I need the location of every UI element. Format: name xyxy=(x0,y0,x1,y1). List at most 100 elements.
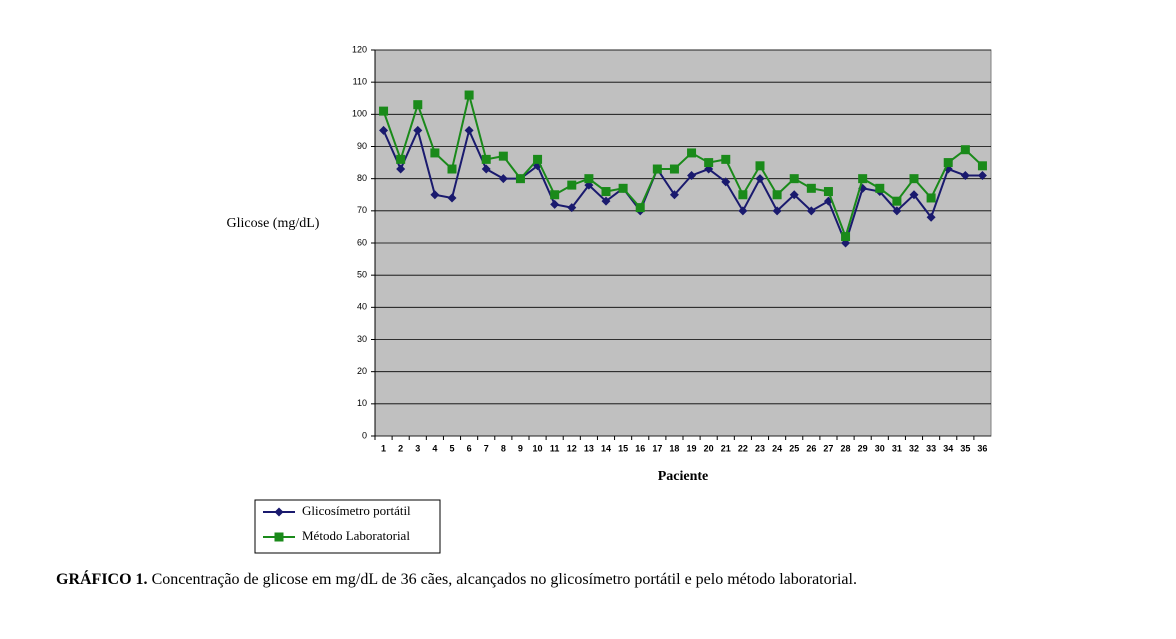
x-tick-label: 33 xyxy=(926,443,936,453)
data-point xyxy=(858,174,868,184)
data-point xyxy=(977,170,987,180)
data-point xyxy=(652,164,662,174)
data-point xyxy=(635,203,645,213)
data-point xyxy=(704,158,714,168)
x-tick-label: 14 xyxy=(601,443,611,453)
data-point xyxy=(447,164,457,174)
data-point xyxy=(806,206,816,216)
data-point xyxy=(943,158,953,168)
caption-label: GRÁFICO 1. xyxy=(56,569,148,588)
data-point xyxy=(379,106,389,116)
x-tick-label: 20 xyxy=(704,443,714,453)
y-axis-label: Glicose (mg/dL) xyxy=(227,216,320,231)
x-tick-label: 28 xyxy=(841,443,851,453)
x-tick-label: 22 xyxy=(738,443,748,453)
data-point xyxy=(567,180,577,190)
data-point xyxy=(584,174,594,184)
data-point xyxy=(481,154,491,164)
data-point xyxy=(413,100,423,110)
data-point xyxy=(550,199,560,209)
data-point xyxy=(481,164,491,174)
caption: GRÁFICO 1. Concentração de glicose em mg… xyxy=(56,569,857,588)
data-point xyxy=(413,125,423,135)
x-tick-label: 8 xyxy=(501,443,506,453)
x-tick-label: 5 xyxy=(449,443,454,453)
x-tick-label: 27 xyxy=(823,443,833,453)
data-point xyxy=(550,190,560,200)
x-tick-label: 17 xyxy=(652,443,662,453)
data-point xyxy=(755,174,765,184)
data-point xyxy=(687,170,697,180)
legend-box xyxy=(254,499,441,554)
y-tick-label: 70 xyxy=(357,205,367,215)
x-tick-label: 30 xyxy=(875,443,885,453)
x-tick-label: 11 xyxy=(550,443,560,453)
data-point xyxy=(977,161,987,171)
data-point xyxy=(772,206,782,216)
data-point xyxy=(892,196,902,206)
x-tick-label: 29 xyxy=(858,443,868,453)
data-point xyxy=(892,206,902,216)
data-point xyxy=(533,154,543,164)
data-point xyxy=(464,90,474,100)
data-point xyxy=(738,190,748,200)
data-point xyxy=(823,187,833,197)
data-point xyxy=(464,125,474,135)
x-tick-label: 36 xyxy=(977,443,987,453)
data-point xyxy=(396,154,406,164)
x-tick-label: 10 xyxy=(533,443,543,453)
data-point xyxy=(601,187,611,197)
x-tick-label: 6 xyxy=(467,443,472,453)
x-tick-label: 9 xyxy=(518,443,523,453)
data-point xyxy=(430,148,440,158)
y-tick-label: 120 xyxy=(352,44,367,54)
x-axis-label: Paciente xyxy=(658,469,709,484)
data-point xyxy=(379,125,389,135)
data-point xyxy=(430,190,440,200)
x-tick-label: 25 xyxy=(789,443,799,453)
data-point xyxy=(498,174,508,184)
data-point xyxy=(721,154,731,164)
data-point xyxy=(772,190,782,200)
data-point xyxy=(909,190,919,200)
caption-text: Concentração de glicose em mg/dL de 36 c… xyxy=(152,571,857,588)
data-point xyxy=(515,174,525,184)
data-point xyxy=(755,161,765,171)
data-point xyxy=(396,164,406,174)
y-tick-label: 0 xyxy=(362,430,367,440)
x-tick-label: 18 xyxy=(669,443,679,453)
x-tick-label: 3 xyxy=(415,443,420,453)
x-tick-label: 34 xyxy=(943,443,953,453)
x-tick-label: 16 xyxy=(635,443,645,453)
x-tick-label: 19 xyxy=(687,443,697,453)
legend-label: Glicosímetro portátil xyxy=(302,503,411,518)
data-point xyxy=(960,170,970,180)
y-tick-label: 20 xyxy=(357,366,367,376)
y-tick-label: 30 xyxy=(357,334,367,344)
data-point xyxy=(909,174,919,184)
x-tick-label: 31 xyxy=(892,443,902,453)
x-tick-label: 7 xyxy=(484,443,489,453)
x-tick-label: 32 xyxy=(909,443,919,453)
data-point xyxy=(926,193,936,203)
data-point xyxy=(806,183,816,193)
y-tick-label: 40 xyxy=(357,302,367,312)
data-point xyxy=(669,190,679,200)
y-tick-label: 100 xyxy=(352,109,367,119)
data-point xyxy=(738,206,748,216)
y-tick-label: 110 xyxy=(353,77,367,87)
x-tick-label: 24 xyxy=(772,443,782,453)
y-tick-label: 80 xyxy=(357,173,367,183)
x-tick-label: 13 xyxy=(584,443,594,453)
data-point xyxy=(687,148,697,158)
x-tick-label: 21 xyxy=(721,443,731,453)
data-point xyxy=(960,145,970,155)
y-tick-label: 60 xyxy=(357,237,367,247)
y-tick-label: 10 xyxy=(357,398,367,408)
data-point xyxy=(618,183,628,193)
y-tick-label: 90 xyxy=(357,141,367,151)
x-tick-label: 35 xyxy=(960,443,970,453)
data-point xyxy=(789,190,799,200)
